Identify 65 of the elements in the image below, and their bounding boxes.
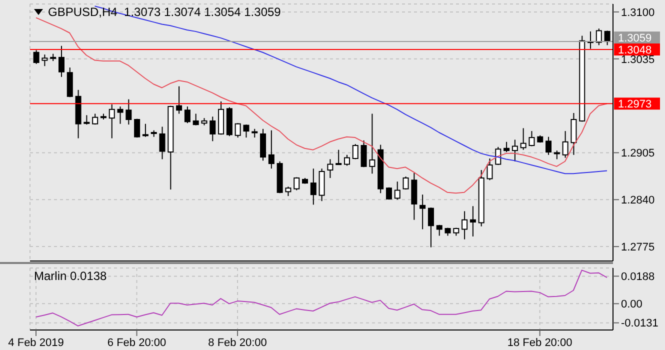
candlestick bbox=[58, 45, 64, 78]
candlestick bbox=[420, 194, 426, 230]
candlestick bbox=[42, 54, 48, 67]
chart-title: GBPUSD,H4 1.3073 1.3074 1.3054 1.3059 bbox=[48, 5, 281, 19]
candlestick bbox=[369, 113, 376, 174]
candlestick bbox=[33, 50, 40, 64]
chart-title: Marlin 0.0138 bbox=[34, 269, 107, 283]
candlestick bbox=[402, 176, 409, 190]
candlestick bbox=[344, 154, 350, 166]
candlestick bbox=[84, 114, 90, 126]
x-tick-label: 6 Feb 20:00 bbox=[107, 336, 166, 349]
candlestick bbox=[184, 106, 190, 124]
candlestick bbox=[504, 141, 510, 152]
candlestick bbox=[394, 181, 400, 200]
y-tick-label: 0.0188 bbox=[621, 271, 655, 284]
y-tick-label: 1.2905 bbox=[621, 148, 655, 160]
candlestick bbox=[546, 136, 552, 156]
candlestick bbox=[318, 168, 325, 202]
candlestick bbox=[411, 172, 418, 220]
candlestick bbox=[327, 158, 334, 178]
candlestick bbox=[596, 28, 602, 46]
candlestick bbox=[462, 210, 468, 240]
ref-line-label: 1.3048 bbox=[618, 44, 652, 56]
candlestick bbox=[192, 113, 199, 126]
candlestick bbox=[285, 186, 292, 197]
y-tick-label: -0.0131 bbox=[621, 318, 658, 330]
candlestick bbox=[336, 149, 342, 166]
candlestick bbox=[528, 130, 535, 147]
candlestick bbox=[243, 124, 250, 138]
y-tick-label: 1.3035 bbox=[621, 54, 655, 66]
x-tick-label: 8 Feb 20:00 bbox=[208, 336, 267, 349]
candlestick bbox=[570, 112, 577, 156]
candlestick bbox=[126, 98, 132, 126]
candlestick bbox=[108, 104, 115, 139]
candlestick bbox=[260, 128, 266, 162]
x-tick-label: 4 Feb 2019 bbox=[8, 336, 64, 349]
y-tick-label: 1.2840 bbox=[621, 194, 655, 207]
candlestick bbox=[604, 30, 610, 46]
ref-line-label: 1.3059 bbox=[618, 32, 652, 45]
candlestick bbox=[176, 86, 182, 114]
candlestick bbox=[428, 207, 434, 248]
candlestick bbox=[268, 130, 274, 170]
y-tick-label: 1.3100 bbox=[621, 6, 655, 19]
candlestick bbox=[470, 206, 476, 237]
y-tick-label: 0.00 bbox=[621, 298, 642, 311]
candlestick bbox=[117, 106, 124, 124]
line-series bbox=[36, 17, 608, 194]
candlestick bbox=[352, 144, 358, 160]
candlestick bbox=[210, 116, 216, 142]
candlestick bbox=[512, 139, 518, 162]
ref-line-label: 1.2973 bbox=[618, 98, 652, 111]
candlestick bbox=[486, 158, 493, 181]
y-tick-label: 1.2775 bbox=[621, 241, 655, 254]
line-series bbox=[36, 270, 608, 326]
candlestick bbox=[159, 126, 166, 160]
candlestick bbox=[142, 123, 148, 138]
candlestick bbox=[562, 130, 568, 158]
candlestick bbox=[294, 176, 300, 191]
candlestick bbox=[66, 67, 73, 98]
candlestick bbox=[234, 122, 241, 138]
candlestick bbox=[520, 128, 526, 150]
x-tick-label: 18 Feb 20:00 bbox=[507, 336, 572, 349]
candlestick bbox=[495, 146, 502, 166]
candlestick bbox=[310, 168, 316, 206]
candlestick bbox=[360, 140, 367, 168]
